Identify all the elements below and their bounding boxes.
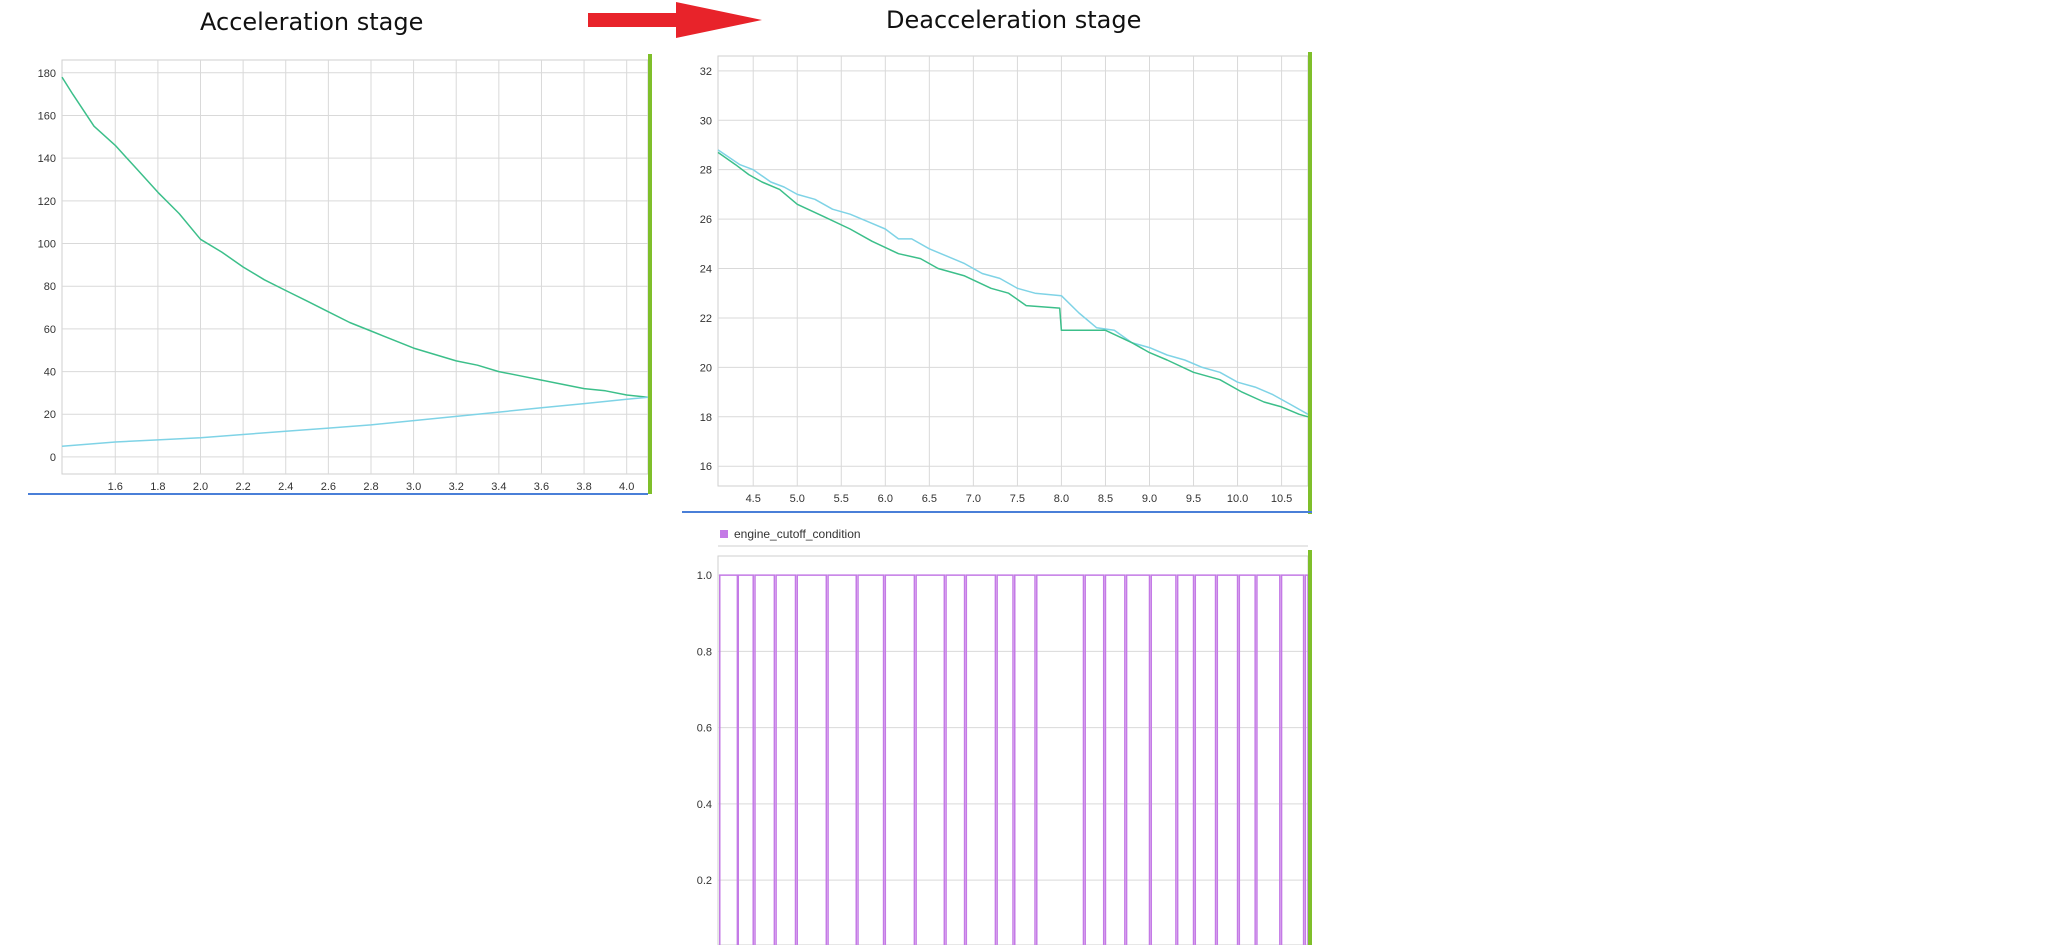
x-tick-label: 2.2: [235, 481, 250, 493]
x-tick-label: 2.0: [193, 481, 208, 493]
x-tick-label: 8.0: [1054, 493, 1069, 505]
deacceleration-stage-title: Deacceleration stage: [886, 6, 1142, 34]
y-tick-label: 20: [44, 409, 56, 421]
x-tick-label: 4.5: [746, 493, 761, 505]
x-tick-label: 2.6: [321, 481, 336, 493]
y-tick-label: 80: [44, 281, 56, 293]
x-tick-label: 6.5: [922, 493, 937, 505]
y-tick-label: 28: [700, 165, 712, 177]
y-tick-label: 0.6: [697, 723, 712, 735]
x-tick-label: 3.2: [449, 481, 464, 493]
x-tick-label: 8.5: [1098, 493, 1113, 505]
y-tick-label: 40: [44, 367, 56, 379]
x-tick-label: 2.8: [363, 481, 378, 493]
series-cyan-line: [717, 149, 1309, 415]
y-tick-label: 26: [700, 214, 712, 226]
y-tick-label: 16: [700, 461, 712, 473]
series-green-line: [61, 76, 649, 398]
engine-cutoff-chart: 0.2 0.4 0.6 0.8 1.0 engine_cutoff_condition: [697, 527, 1312, 946]
plot-area: [61, 59, 649, 475]
y-tick-label: 30: [700, 115, 712, 127]
deacceleration-chart-panel: 4.5 5.0 5.5 6.0 6.5 7.0 7.5 8.0 8.5 9.0 9.5 10.0 10.…: [682, 50, 1312, 514]
x-tick-label: 7.5: [1010, 493, 1025, 505]
x-tick-label: 3.4: [491, 481, 506, 493]
x-tick-label: 7.0: [966, 493, 981, 505]
y-tick-label: 0.2: [697, 875, 712, 887]
y-tick-label: 60: [44, 324, 56, 336]
y-tick-label: 24: [700, 264, 712, 276]
engine-cutoff-chart-panel: 0.2 0.4 0.6 0.8 1.0 engine_cutoff_condition: [682, 516, 1312, 946]
y-tick-label: 1.0: [697, 570, 712, 582]
acceleration-chart-panel: 1.6 1.8 2.0 2.2 2.4 2.6 2.8 3.0 3.2 3.4 3.6 3.8 4.0 0…: [28, 52, 658, 497]
series-cyan-line: [61, 396, 649, 448]
series-green-line: [717, 151, 1309, 418]
acceleration-chart: 1.6 1.8 2.0 2.2 2.4 2.6 2.8 3.0 3.2 3.4 3.6 3.8 4.0 0…: [28, 54, 652, 495]
x-tick-label: 1.6: [108, 481, 123, 493]
legend-label: engine_cutoff_condition: [734, 527, 861, 541]
x-tick-label: 6.0: [878, 493, 893, 505]
x-tick-label: 4.0: [619, 481, 634, 493]
x-tick-label: 9.5: [1186, 493, 1201, 505]
x-tick-label: 10.0: [1227, 493, 1248, 505]
y-tick-label: 20: [700, 362, 712, 374]
y-tick-label: 0.8: [697, 646, 712, 658]
deacceleration-chart: 4.5 5.0 5.5 6.0 6.5 7.0 7.5 8.0 8.5 9.0 9.5 10.0 10.…: [682, 50, 1312, 514]
y-tick-label: 22: [700, 313, 712, 325]
y-tick-label: 160: [38, 110, 56, 122]
y-tick-label: 140: [38, 153, 56, 165]
x-tick-label: 9.0: [1142, 493, 1157, 505]
y-tick-label: 32: [700, 66, 712, 78]
y-tick-label: 0: [50, 452, 56, 464]
x-tick-label: 3.8: [576, 481, 591, 493]
arrow-shape: [588, 2, 762, 38]
legend-swatch: [720, 530, 728, 538]
y-tick-label: 180: [38, 68, 56, 80]
y-tick-label: 100: [38, 239, 56, 251]
y-tick-label: 18: [700, 412, 712, 424]
plot-area: [717, 55, 1309, 487]
y-tick-label: 120: [38, 196, 56, 208]
x-tick-label: 3.6: [534, 481, 549, 493]
x-tick-label: 1.8: [150, 481, 165, 493]
x-tick-label: 2.4: [278, 481, 293, 493]
acceleration-stage-title: Acceleration stage: [200, 8, 424, 36]
x-tick-label: 5.0: [790, 493, 805, 505]
stage-transition-arrow: [588, 2, 762, 38]
series-engine_cutoff_condition-line: [719, 574, 1309, 945]
y-tick-label: 0.4: [697, 799, 712, 811]
x-tick-label: 3.0: [406, 481, 421, 493]
x-tick-label: 10.5: [1271, 493, 1292, 505]
x-tick-label: 5.5: [834, 493, 849, 505]
